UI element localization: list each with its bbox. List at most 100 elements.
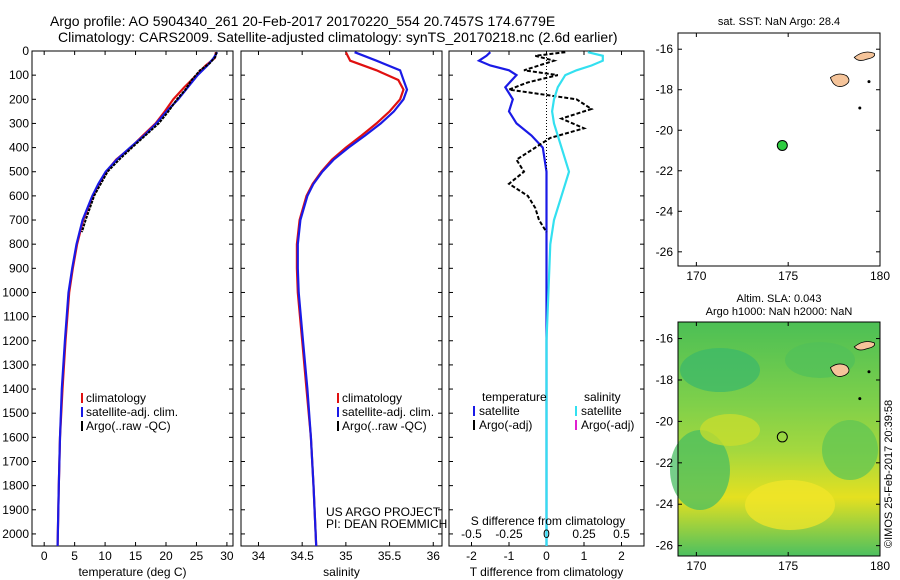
x-tick-label: 15: [129, 549, 143, 563]
land-vanua-levu: [853, 341, 876, 351]
series-line-satellite-adj-clim-: [296, 51, 409, 547]
top-tick-label: 0.5: [613, 527, 630, 541]
difference-top-axis-label: S difference from climatology: [471, 514, 626, 528]
land-islet: [867, 370, 871, 374]
top-tick-label: -0.5: [461, 527, 482, 541]
argo-float-marker: [776, 431, 788, 443]
x-tick-label: 10: [98, 549, 112, 563]
depth-tick-label: 1000: [2, 285, 29, 299]
depth-tick-label: 0: [22, 44, 29, 58]
lat-tick-label: -20: [656, 414, 674, 428]
depth-tick-label: 1600: [2, 430, 29, 444]
x-tick-label: 5: [71, 549, 78, 563]
lon-tick-label: 180: [870, 269, 890, 283]
sla-map-frame: [677, 321, 881, 557]
project-annotation: US ARGO PROJECT: [326, 505, 441, 519]
sla-anomaly-blob: [745, 480, 835, 530]
lat-tick-label: -16: [656, 332, 674, 346]
sla-anomaly-blob: [822, 420, 878, 480]
depth-tick-label: 1300: [2, 358, 29, 372]
project-annotation: PI: DEAN ROEMMICH: [326, 517, 447, 531]
lon-tick-label: 175: [778, 559, 798, 573]
x-tick-label: 34.5: [290, 549, 314, 563]
lat-tick-label: -22: [656, 164, 674, 178]
lat-tick-label: -20: [656, 123, 674, 137]
depth-tick-label: 1900: [2, 503, 29, 517]
series-line-temperature-argo-adj-: [505, 51, 594, 233]
temperature-x-axis-label: temperature (deg C): [78, 565, 186, 579]
salinity-x-axis-label: salinity: [323, 565, 360, 579]
x-tick-label: 30: [220, 549, 234, 563]
sla-anomaly-blob: [670, 430, 730, 510]
lat-tick-label: -18: [656, 373, 674, 387]
land-islet: [858, 397, 862, 401]
depth-tick-label: 2000: [2, 527, 29, 541]
series-line-salinity-satellite: [545, 51, 604, 546]
land-islet: [858, 106, 862, 110]
x-tick-label: 0: [41, 549, 48, 563]
land-viti-levu: [829, 363, 850, 377]
temperature-legend-label: climatology: [86, 391, 146, 405]
x-tick-label: 36: [427, 549, 441, 563]
lon-tick-label: 175: [778, 269, 798, 283]
depth-tick-label: 100: [9, 68, 29, 82]
series-line-satellite-adj-clim-: [56, 51, 219, 547]
sst-map: -16 -18 -20 -22 -24 -26 170 175 180: [656, 32, 890, 283]
land-islet: [867, 80, 871, 84]
sla-anomaly-blob: [680, 348, 760, 392]
temperature-plot-frame: [31, 50, 234, 547]
depth-tick-label: 200: [9, 92, 29, 106]
depth-tick-label: 500: [9, 165, 29, 179]
x-tick-label: 20: [159, 549, 173, 563]
depth-tick-label: 1100: [3, 310, 29, 324]
lon-tick-label: 170: [686, 269, 706, 283]
lon-tick-label: 180: [870, 559, 890, 573]
difference-legend-label: Argo(-adj): [479, 418, 532, 432]
temperature-legend-label: Argo(..raw -QC): [86, 419, 171, 433]
difference-panel: -2 -1 0 1 2 T difference from climatology: [448, 50, 645, 579]
figure-title-line2: Climatology: CARS2009. Satellite-adjuste…: [58, 29, 618, 45]
land-vanua-levu: [853, 51, 876, 61]
temperature-panel: 0100200300400500600700800900100011001200…: [2, 44, 234, 579]
top-tick-label: -0.25: [495, 527, 523, 541]
salinity-legend-label: Argo(..raw -QC): [342, 419, 427, 433]
difference-x-axis-label: T difference from climatology: [470, 565, 624, 579]
x-tick-label: 0: [543, 549, 550, 563]
difference-legend-label: Argo(-adj): [581, 418, 634, 432]
depth-tick-label: 800: [9, 237, 29, 251]
depth-tick-label: 400: [9, 141, 29, 155]
lat-tick-label: -16: [656, 42, 674, 56]
top-tick-label: 0: [543, 527, 550, 541]
lat-tick-label: -22: [656, 456, 674, 470]
depth-tick-label: 1200: [2, 334, 29, 348]
sla-map-title-line1: Altim. SLA: 0.043: [737, 293, 822, 305]
x-tick-label: 35: [339, 549, 353, 563]
sla-anomaly-blob: [700, 414, 760, 446]
depth-tick-label: 300: [9, 116, 29, 130]
x-tick-label: 25: [190, 549, 204, 563]
depth-tick-label: 1500: [2, 406, 29, 420]
argo-float-marker: [776, 139, 788, 151]
lat-tick-label: -26: [656, 245, 674, 259]
series-line-temperature-satellite: [476, 51, 548, 546]
salinity-legend-label: satellite-adj. clim.: [342, 405, 434, 419]
x-tick-label: 35.5: [378, 549, 402, 563]
difference-legend-label: satellite: [479, 404, 520, 418]
depth-tick-label: 1800: [2, 479, 29, 493]
sst-map-title: sat. SST: NaN Argo: 28.4: [718, 16, 840, 28]
series-line-argo-raw-qc-: [80, 51, 218, 233]
difference-legend-label: satellite: [581, 404, 622, 418]
salinity-legend-label: climatology: [342, 391, 402, 405]
sla-map-title-line2: Argo h1000: NaN h2000: NaN: [706, 306, 853, 318]
salinity-panel: 34 34.5 35 35.5 36 salinity: [240, 50, 443, 579]
lat-tick-label: -24: [656, 497, 674, 511]
depth-tick-label: 900: [9, 261, 29, 275]
lat-tick-label: -18: [656, 83, 674, 97]
depth-tick-label: 600: [9, 189, 29, 203]
x-tick-label: 2: [618, 549, 625, 563]
depth-tick-label: 700: [9, 213, 29, 227]
land-viti-levu: [829, 73, 850, 87]
temperature-legend-label: satellite-adj. clim.: [86, 405, 178, 419]
figure-title-line1: Argo profile: AO 5904340_261 20-Feb-2017…: [50, 13, 556, 29]
